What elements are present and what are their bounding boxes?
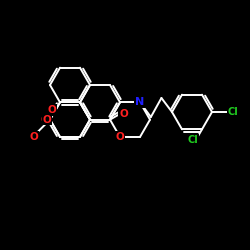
Text: Cl: Cl [188, 135, 198, 145]
Text: Cl: Cl [228, 107, 238, 117]
Text: N: N [136, 97, 144, 107]
Text: O: O [42, 115, 51, 125]
Text: O: O [40, 115, 50, 125]
Text: O: O [48, 105, 56, 115]
Text: O: O [119, 109, 128, 119]
Text: O: O [30, 132, 38, 142]
Text: O: O [116, 132, 124, 142]
